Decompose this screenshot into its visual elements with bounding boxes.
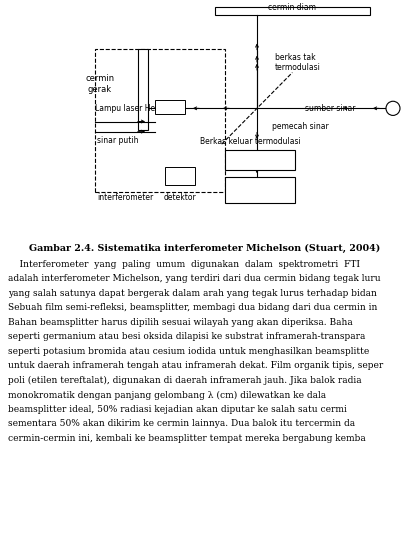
Text: Berkas keluar termodulasi: Berkas keluar termodulasi	[200, 137, 301, 146]
Bar	[215, 7, 370, 15]
Bar	[165, 167, 195, 185]
Text: cermin diam: cermin diam	[268, 3, 316, 12]
Text: sinar putih: sinar putih	[97, 136, 139, 145]
Bar	[225, 177, 295, 202]
Text: Bahan beamsplitter harus dipilih sesuai wilayah yang akan diperiksa. Baha: Bahan beamsplitter harus dipilih sesuai …	[8, 318, 353, 327]
Text: adalah interferometer Michelson, yang terdiri dari dua cermin bidang tegak luru: adalah interferometer Michelson, yang te…	[8, 274, 381, 284]
Text: seperti potasium bromida atau cesium iodida untuk menghasilkan beamsplitte: seperti potasium bromida atau cesium iod…	[8, 347, 369, 356]
Bar	[138, 49, 148, 130]
Bar	[95, 49, 225, 192]
Text: interferometer: interferometer	[97, 193, 153, 202]
Text: yang salah satunya dapat bergerak dalam arah yang tegak lurus terhadap bidan: yang salah satunya dapat bergerak dalam …	[8, 289, 377, 298]
Text: Interferometer  yang  paling  umum  digunakan  dalam  spektrometri  FTI: Interferometer yang paling umum digunaka…	[8, 260, 360, 269]
Text: monokromatik dengan panjang gelombang λ (cm) dilewatkan ke dala: monokromatik dengan panjang gelombang λ …	[8, 390, 326, 400]
Text: cermin-cermin ini, kembali ke beamsplitter tempat mereka bergabung kemba: cermin-cermin ini, kembali ke beamsplitt…	[8, 434, 366, 443]
Text: detektor: detektor	[164, 193, 196, 202]
Bar	[225, 150, 295, 170]
Text: seperti germanium atau besi oksida dilapisi ke substrat inframerah-transpara: seperti germanium atau besi oksida dilap…	[8, 333, 365, 341]
Text: untuk daerah inframerah tengah atau inframerah dekat. Film organik tipis, seper: untuk daerah inframerah tengah atau infr…	[8, 361, 383, 370]
Text: poli (etilen tereftalat), digunakan di daerah inframerah jauh. Jika balok radia: poli (etilen tereftalat), digunakan di d…	[8, 376, 362, 385]
Text: beamsplitter ideal, 50% radiasi kejadian akan diputar ke salah satu cermi: beamsplitter ideal, 50% radiasi kejadian…	[8, 405, 347, 414]
Text: berkas tak
termodulasi: berkas tak termodulasi	[275, 53, 321, 72]
Text: sumber sinar: sumber sinar	[305, 104, 356, 113]
Text: sampel: sampel	[244, 156, 277, 165]
Text: cermin
gerak: cermin gerak	[85, 75, 115, 94]
Text: detektor: detektor	[240, 185, 279, 194]
Text: pemecah sinar: pemecah sinar	[272, 122, 329, 131]
Text: Lampu laser He-Ne: Lampu laser He-Ne	[95, 104, 168, 113]
Text: Sebuah film semi-refleksi, beamsplitter, membagi dua bidang dari dua cermin in: Sebuah film semi-refleksi, beamsplitter,…	[8, 303, 377, 313]
Bar	[155, 100, 185, 114]
Text: sementara 50% akan dikirim ke cermin lainnya. Dua balok itu tercermin da: sementara 50% akan dikirim ke cermin lai…	[8, 420, 355, 428]
Text: Gambar 2.4. Sistematika interferometer Michelson (Stuart, 2004): Gambar 2.4. Sistematika interferometer M…	[29, 244, 381, 253]
Circle shape	[386, 102, 400, 116]
